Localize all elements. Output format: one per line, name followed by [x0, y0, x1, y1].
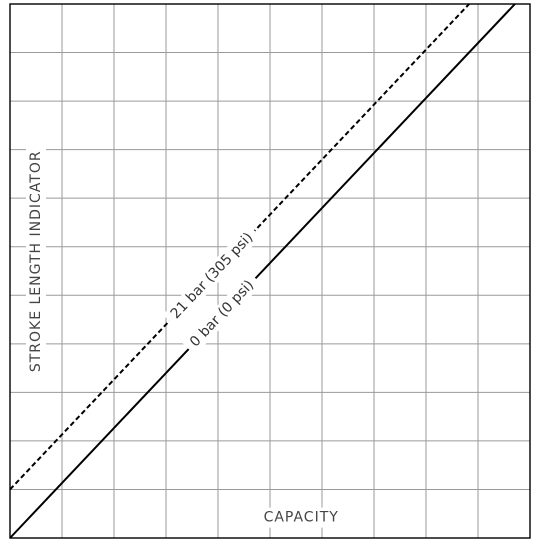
grid — [10, 4, 530, 538]
series-label-bg — [162, 224, 262, 328]
y-axis-label: STROKE LENGTH INDICATOR — [28, 150, 44, 372]
plot-frame — [9, 3, 531, 539]
series-label-text: 21 bar (305 psi) — [168, 230, 257, 322]
series-line-0 — [9, 3, 470, 491]
x-axis-label-bg — [255, 507, 347, 528]
y-axis-label-bg — [26, 142, 46, 381]
x-axis-label-group: CAPACITY — [255, 507, 347, 528]
series-group — [9, 3, 516, 539]
y-axis-label-group: STROKE LENGTH INDICATOR — [26, 142, 46, 381]
series-label-bg — [182, 272, 263, 356]
series-line-1 — [9, 3, 516, 539]
x-axis-label: CAPACITY — [264, 510, 339, 526]
